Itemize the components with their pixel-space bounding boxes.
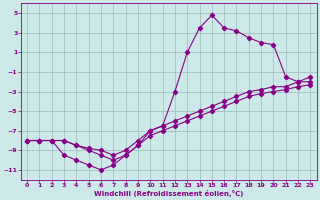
X-axis label: Windchill (Refroidissement éolien,°C): Windchill (Refroidissement éolien,°C) [94, 190, 244, 197]
